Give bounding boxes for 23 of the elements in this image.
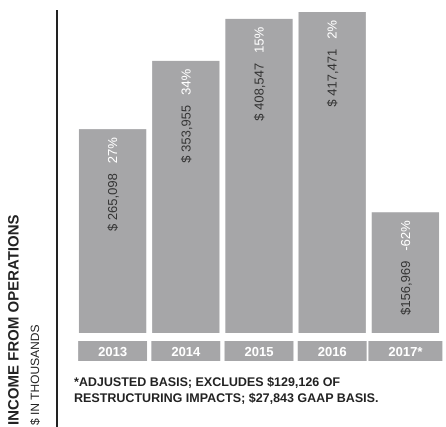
annotation: -62% [398, 220, 413, 251]
annotation: 34% [178, 68, 194, 95]
x-tick-label: 2015 [244, 344, 274, 359]
data-label: $ 408,547 [252, 62, 266, 121]
x-tick-label: 2013 [98, 344, 128, 359]
bar [78, 129, 146, 333]
bar [372, 212, 440, 333]
annotation: 2% [324, 20, 340, 39]
data-label: $156,969 [398, 260, 413, 315]
x-tick-label: 2014 [171, 344, 202, 359]
data-label: $ 265,098 [105, 173, 120, 232]
text: $ IN THOUSANDS [28, 324, 42, 425]
x-tick-label: 2017* [388, 344, 424, 359]
bar [225, 18, 293, 333]
bar [152, 60, 220, 333]
x-tick-label: 2016 [318, 344, 347, 359]
data-label: $ 353,955 [178, 104, 194, 163]
y-axis-title: INCOME FROM OPERATIONS [6, 214, 22, 425]
data-label: $ 417,471 [324, 48, 340, 107]
bar [298, 12, 366, 333]
text: *ADJUSTED BASIS; EXCLUDES $129,126 OF RESTRUCTURING IMPACTS; $27,843 GAAP BASIS. [74, 375, 378, 405]
annotation: 15% [252, 26, 266, 53]
annotation: 27% [105, 136, 120, 164]
